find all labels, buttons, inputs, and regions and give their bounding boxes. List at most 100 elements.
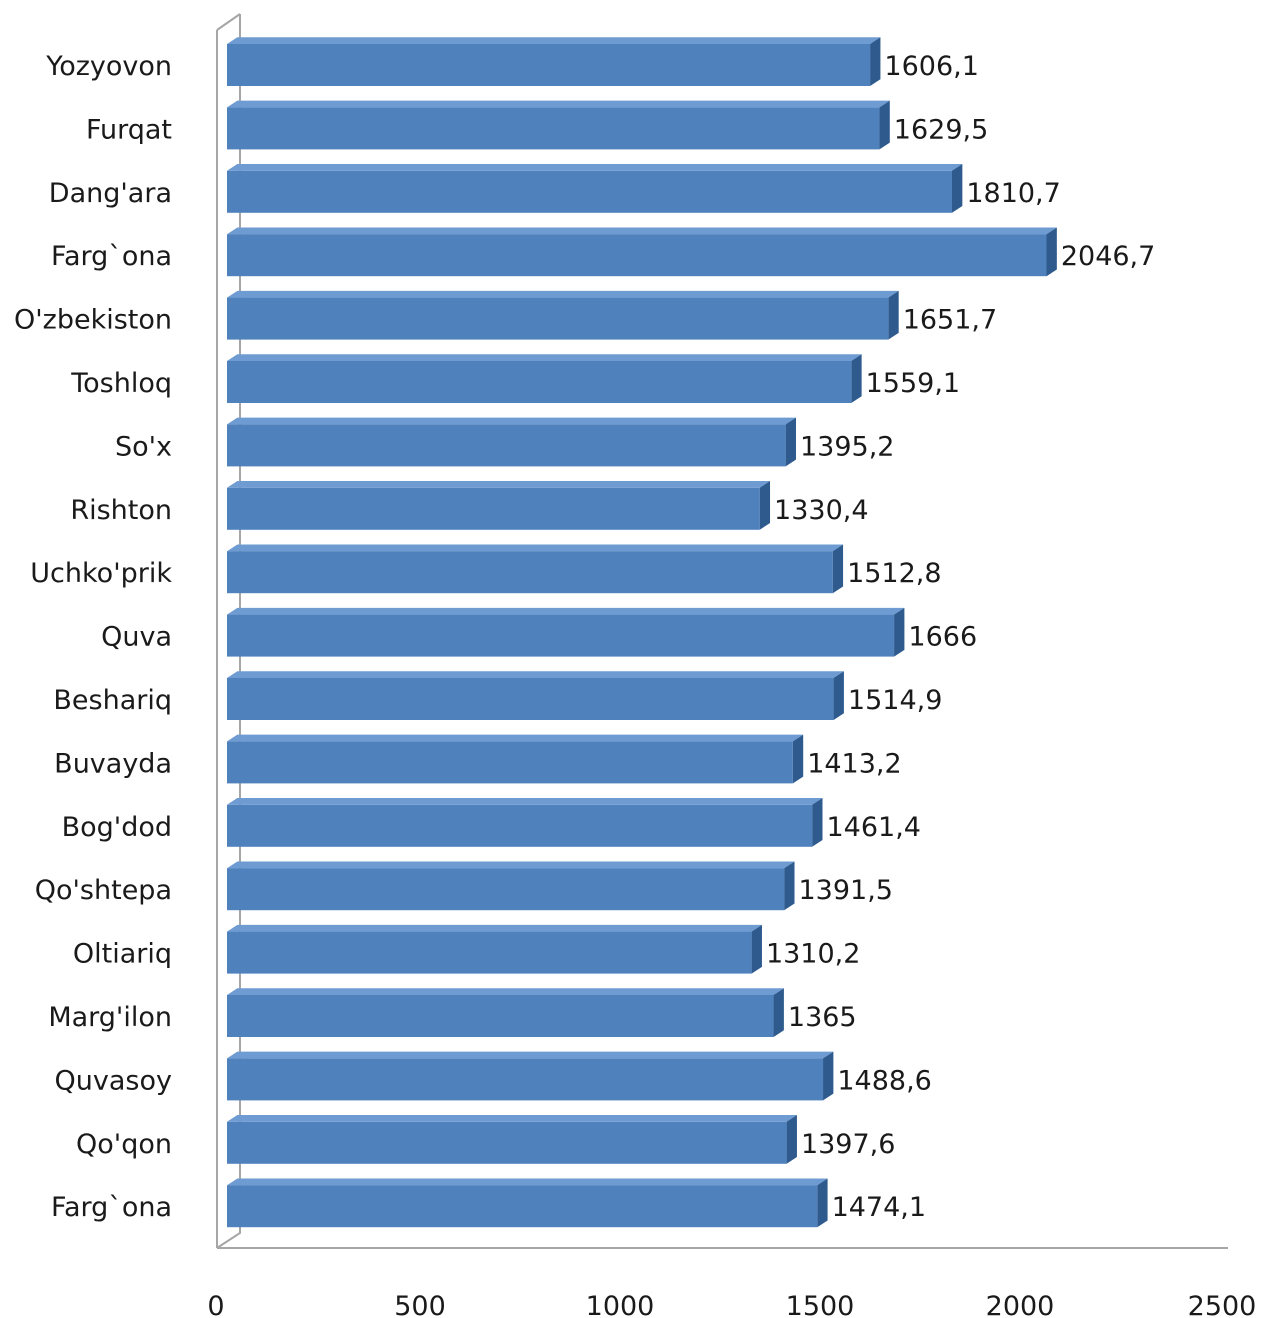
- bar-side-face: [817, 1178, 828, 1228]
- category-label: Buvayda: [54, 748, 172, 779]
- bar: [227, 1115, 797, 1164]
- category-label: Toshloq: [70, 368, 172, 399]
- bar-top-face: [227, 1178, 828, 1186]
- bar-top-face: [227, 227, 1057, 235]
- bar-top-face: [227, 417, 796, 425]
- bar-front-face: [227, 678, 834, 720]
- x-tick-labels: 0 500 1000 1500 2000 2500: [207, 1291, 1256, 1318]
- bar: [227, 671, 844, 720]
- bar-side-face: [894, 607, 905, 657]
- bar-side-face: [773, 988, 784, 1037]
- bar-side-face: [759, 481, 771, 530]
- value-label: 1395,2: [800, 431, 894, 462]
- bar-side-face: [823, 1051, 834, 1101]
- bar-side-face: [792, 734, 804, 784]
- category-label: Yozyovon: [45, 51, 172, 82]
- bar-side-face: [1046, 227, 1057, 277]
- category-label: Beshariq: [53, 685, 172, 716]
- bar-front-face: [227, 44, 871, 86]
- bar-front-face: [227, 551, 833, 594]
- bar-top-face: [227, 671, 844, 678]
- value-label: 1391,5: [799, 875, 893, 906]
- bar-top-face: [227, 1051, 834, 1059]
- bar-front-face: [227, 614, 895, 657]
- bar-front-face: [227, 1058, 824, 1101]
- bar-top-face: [227, 290, 899, 298]
- bar-front-face: [227, 868, 785, 911]
- bar: [227, 100, 890, 150]
- bar-top-face: [227, 988, 784, 995]
- bars-group: [227, 37, 1057, 1228]
- bar-top-face: [227, 544, 844, 552]
- bar-top-face: [227, 924, 762, 932]
- x-tick-label: 0: [207, 1291, 224, 1318]
- category-label: Farg`ona: [51, 241, 172, 272]
- value-label: 1310,2: [766, 939, 860, 970]
- value-label: 1514,9: [848, 685, 942, 716]
- bar-top-face: [227, 1115, 797, 1122]
- x-tick-label: 2500: [1188, 1291, 1257, 1318]
- bar: [227, 861, 795, 911]
- category-label: Quvasoy: [55, 1065, 172, 1096]
- bar-front-face: [227, 361, 852, 403]
- bar-front-face: [227, 1185, 818, 1228]
- bar-side-face: [751, 924, 762, 974]
- category-label: Qo'shtepa: [35, 875, 172, 906]
- value-label: 1512,8: [847, 558, 941, 589]
- bar-front-face: [227, 487, 760, 530]
- bar-top-face: [227, 607, 905, 615]
- bar-top-face: [227, 37, 881, 44]
- bar-side-face: [812, 798, 823, 847]
- bar-top-face: [227, 798, 823, 805]
- value-label: 1474,1: [832, 1192, 926, 1223]
- value-label: 1810,7: [966, 178, 1060, 209]
- category-label: Qo'qon: [76, 1129, 172, 1160]
- x-tick-label: 1000: [586, 1291, 655, 1318]
- category-label: So'x: [115, 431, 172, 462]
- bar: [227, 164, 963, 213]
- category-label: Farg`ona: [51, 1192, 172, 1223]
- bar-side-face: [952, 164, 963, 213]
- bar-top-face: [227, 481, 771, 488]
- value-label: 1397,6: [801, 1129, 895, 1160]
- bar-front-face: [227, 931, 752, 974]
- bar: [227, 354, 862, 403]
- bar-top-face: [227, 734, 804, 742]
- bar: [227, 734, 804, 784]
- bar: [227, 1051, 834, 1101]
- bar-front-face: [227, 741, 793, 784]
- value-label: 1461,4: [826, 812, 920, 843]
- category-labels: Yozyovon Furqat Dang'ara Farg`ona O'zbekisto…: [14, 51, 172, 1223]
- bar-front-face: [227, 107, 880, 150]
- bar-top-face: [227, 354, 862, 361]
- category-label: Quva: [101, 622, 172, 653]
- bar: [227, 1178, 828, 1228]
- value-label: 1330,4: [774, 495, 868, 526]
- bar-side-face: [851, 354, 862, 403]
- value-label: 1488,6: [837, 1065, 931, 1096]
- bar-side-face: [833, 671, 844, 720]
- bar: [227, 988, 784, 1037]
- value-label: 1666: [908, 622, 977, 653]
- value-label: 1413,2: [807, 748, 901, 779]
- bar-top-face: [227, 164, 963, 171]
- bar-side-face: [786, 1115, 797, 1164]
- value-label: 1651,7: [903, 305, 997, 336]
- category-label: Marg'ilon: [48, 1002, 172, 1033]
- bar-front-face: [227, 804, 813, 847]
- category-label: Oltiariq: [73, 939, 172, 970]
- value-label: 1365: [788, 1002, 857, 1033]
- category-label: Furqat: [86, 114, 172, 145]
- category-label: Dang'ara: [49, 178, 172, 209]
- bar-side-face: [785, 417, 796, 467]
- value-label: 1629,5: [894, 114, 988, 145]
- x-tick-label: 500: [394, 1291, 446, 1318]
- bar-front-face: [227, 297, 889, 340]
- bar-front-face: [227, 170, 953, 213]
- category-label: Bog'dod: [62, 812, 172, 843]
- bar-top-face: [227, 861, 795, 869]
- category-label: O'zbekiston: [14, 305, 172, 336]
- value-label: 2046,7: [1061, 241, 1155, 272]
- bar-front-face: [227, 424, 786, 467]
